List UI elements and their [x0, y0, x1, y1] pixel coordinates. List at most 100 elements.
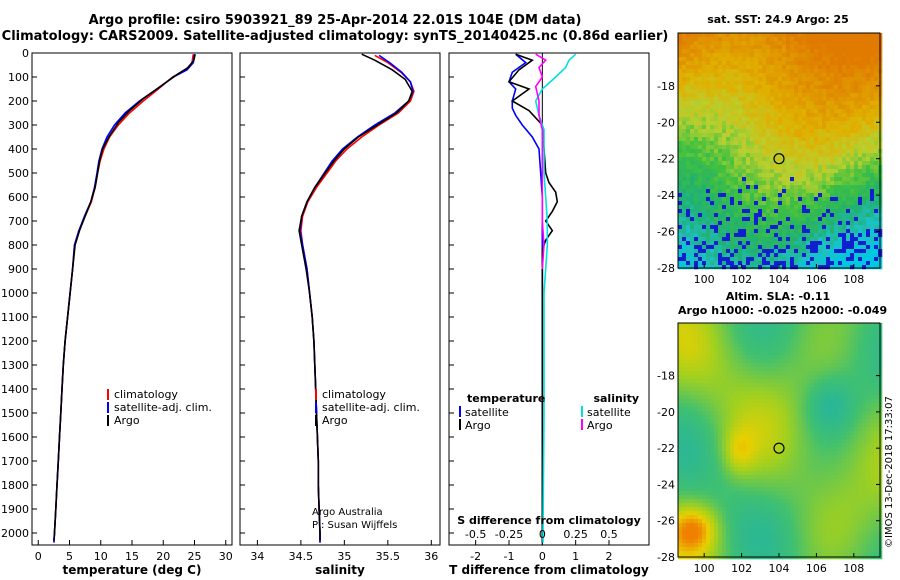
y-tick-label: 800	[8, 239, 29, 252]
x-tick-label: 35	[337, 550, 351, 563]
map-x-tick-label: 106	[806, 273, 827, 286]
x-tick-label-salinity: 0.25	[563, 528, 588, 541]
x-tick-label: 5	[66, 550, 73, 563]
y-tick-label: 1100	[1, 311, 29, 324]
credit-line-2: PI: Susan Wijffels	[312, 520, 398, 531]
y-tick-label: 200	[8, 95, 29, 108]
x-tick-label-salinity: 0.5	[600, 528, 618, 541]
legend-entry: Argo	[114, 414, 140, 427]
map-x-tick-label: 104	[769, 273, 790, 286]
x-tick-label: 34.5	[289, 550, 314, 563]
argo-position-marker	[773, 153, 785, 165]
legend-swatch	[107, 415, 109, 426]
map-y-tick-label: -22	[657, 153, 675, 166]
chart-title-line-2: Climatology: CARS2009. Satellite-adjuste…	[1, 29, 669, 44]
map-x-tick-label: 102	[731, 562, 752, 575]
y-tick-label: 1400	[1, 383, 29, 396]
map-y-tick-label: -28	[657, 551, 675, 564]
series-climatology	[53, 54, 195, 543]
legend-heading-salinity: salinity	[593, 392, 639, 405]
map-y-tick-label: -20	[657, 116, 675, 129]
legend-entry: climatology	[114, 388, 178, 401]
map-x-tick-label: 108	[843, 273, 864, 286]
map-x-tick-label: 100	[694, 273, 715, 286]
sla-map-title: Altim. SLA: -0.11	[725, 290, 831, 303]
legend-swatch	[581, 406, 583, 417]
sst-map-field	[678, 33, 883, 270]
x-tick-label-salinity: 0	[539, 528, 546, 541]
credit-line-1: Argo Australia	[312, 507, 383, 518]
y-tick-label: 900	[8, 263, 29, 276]
y-tick-label: 300	[8, 119, 29, 132]
x-tick-label: 0	[35, 550, 42, 563]
y-tick-label: 600	[8, 191, 29, 204]
x-tick-label: 2	[606, 550, 613, 563]
x-tick-label: 15	[125, 550, 139, 563]
y-tick-label: 1000	[1, 287, 29, 300]
x-tick-label: 1	[572, 550, 579, 563]
map-x-tick-label: 100	[694, 562, 715, 575]
y-tick-label: 400	[8, 143, 29, 156]
map-y-tick-label: -18	[657, 80, 675, 93]
x-axis-label-salinity: S difference from climatology	[457, 514, 641, 527]
x-tick-label: 20	[156, 550, 170, 563]
x-axis-label: temperature (deg C)	[63, 563, 202, 577]
legend-entry: Argo	[465, 419, 491, 432]
legend-entry: Argo	[587, 419, 613, 432]
x-axis-label: T difference from climatology	[449, 563, 649, 577]
sla-map-field	[678, 323, 883, 560]
temperature-panel-frame	[31, 52, 233, 546]
x-tick-label: 36	[424, 550, 438, 563]
y-tick-label: 100	[8, 71, 29, 84]
series-satellite-salinity	[534, 53, 577, 543]
x-tick-label: 35.5	[376, 550, 401, 563]
y-tick-label: 700	[8, 215, 29, 228]
x-axis-label: salinity	[315, 563, 365, 577]
series-argo	[298, 53, 414, 541]
series-argo-salinity	[534, 53, 547, 270]
map-y-tick-label: -22	[657, 442, 675, 455]
y-tick-label: 500	[8, 167, 29, 180]
map-y-tick-label: -24	[657, 189, 675, 202]
x-tick-label: 25	[188, 550, 202, 563]
map-y-tick-label: -26	[657, 226, 675, 239]
y-tick-label: 1500	[1, 407, 29, 420]
map-x-tick-label: 108	[843, 562, 864, 575]
x-tick-label: 30	[219, 550, 233, 563]
sst-map-title: sat. SST: 24.9 Argo: 25	[707, 13, 849, 26]
x-tick-label: 0	[539, 550, 546, 563]
map-y-tick-label: -28	[657, 262, 675, 275]
x-tick-label-salinity: -0.5	[465, 528, 486, 541]
argo-position-marker	[773, 442, 785, 454]
y-tick-label: 1900	[1, 503, 29, 516]
legend-entry: satellite-adj. clim.	[114, 401, 212, 414]
legend-swatch	[107, 389, 109, 400]
x-tick-label-salinity: -0.25	[495, 528, 523, 541]
series-satellite-adj-clim-	[53, 54, 196, 543]
y-tick-label: 1300	[1, 359, 29, 372]
map-x-tick-label: 104	[769, 562, 790, 575]
difference-panel-frame	[448, 52, 650, 546]
map-x-tick-label: 106	[806, 562, 827, 575]
y-tick-label: 1200	[1, 335, 29, 348]
x-tick-label: 10	[94, 550, 108, 563]
series-satellite-adj-clim-	[299, 54, 414, 543]
sla-map-subtitle: Argo h1000: -0.025 h2000: -0.049	[678, 304, 888, 317]
map-y-tick-label: -26	[657, 515, 675, 528]
map-y-tick-label: -20	[657, 406, 675, 419]
legend-entry: Argo	[322, 414, 348, 427]
legend-swatch	[315, 415, 317, 426]
legend-entry: satellite-adj. clim.	[322, 401, 420, 414]
legend-entry: satellite	[587, 406, 631, 419]
y-tick-label: 1600	[1, 431, 29, 444]
x-tick-label: -2	[470, 550, 481, 563]
x-tick-label: -1	[504, 550, 515, 563]
series-argo	[53, 54, 196, 541]
legend-heading-temperature: temperature	[467, 392, 545, 405]
legend-swatch	[459, 419, 461, 430]
salinity-panel-frame	[239, 52, 441, 546]
legend-swatch	[315, 402, 317, 413]
legend-entry: climatology	[322, 388, 386, 401]
x-tick-label: 34	[250, 550, 264, 563]
map-y-tick-label: -24	[657, 478, 675, 491]
